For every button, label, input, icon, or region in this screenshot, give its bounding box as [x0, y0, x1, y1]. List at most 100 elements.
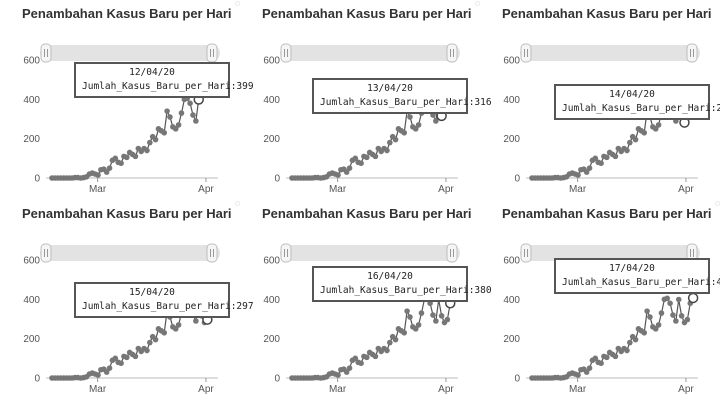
data-point — [392, 336, 399, 343]
corner-icon: ◌ — [234, 198, 240, 208]
data-point — [118, 160, 124, 167]
data-point — [624, 147, 630, 154]
tooltip-date: 12/04/20 — [129, 67, 175, 78]
data-point — [132, 153, 139, 160]
y-tick-label: 0 — [514, 174, 520, 185]
data-point — [586, 165, 593, 171]
data-point — [592, 355, 599, 362]
data-point — [644, 308, 650, 314]
range-slider[interactable] — [40, 245, 220, 261]
data-point — [412, 326, 419, 332]
data-point — [670, 312, 676, 318]
range-slider[interactable] — [280, 45, 460, 61]
data-point — [604, 154, 610, 161]
y-tick-label: 0 — [274, 174, 280, 185]
chart-svg[interactable]: 0 200 400 600 Mar Apr — [6, 0, 238, 195]
data-point — [164, 108, 170, 114]
data-point — [438, 313, 445, 319]
y-tick-label: 600 — [23, 256, 40, 267]
x-tick-label: Apr — [678, 184, 694, 195]
tooltip: 17/04/20 Jumlah_Kasus_Baru_per_Hari:407 — [554, 258, 720, 294]
y-tick-label: 0 — [34, 174, 40, 185]
y-tick-label: 600 — [263, 256, 280, 267]
slider-handle-left[interactable] — [520, 243, 532, 263]
data-point — [161, 329, 168, 336]
series-line — [292, 297, 451, 379]
data-point — [658, 310, 665, 316]
chart-svg[interactable]: 0 200 400 600 Mar Apr — [6, 200, 238, 395]
data-point — [678, 313, 685, 319]
corner-icon: ◌ — [714, 198, 720, 208]
y-tick-label: 200 — [263, 334, 280, 345]
y-tick-label: 200 — [263, 134, 280, 145]
slider-handle-right[interactable] — [446, 43, 458, 63]
data-point — [364, 154, 370, 161]
tooltip-date: 16/04/20 — [367, 271, 413, 282]
slider-handle-left[interactable] — [280, 243, 292, 263]
data-point — [586, 365, 593, 371]
data-point — [384, 147, 390, 154]
slider-handle-left[interactable] — [280, 43, 292, 63]
chart-panel-2: Penambahan Kasus Baru per Hari ◌ 0 200 400… — [246, 0, 492, 195]
data-point — [583, 369, 590, 375]
data-point — [343, 169, 350, 175]
slider-handle-right[interactable] — [206, 243, 218, 263]
chart-title: Penambahan Kasus Baru per Hari — [22, 6, 232, 21]
data-point — [444, 316, 451, 323]
range-slider[interactable] — [280, 245, 460, 261]
data-point — [627, 339, 633, 346]
data-point — [178, 110, 185, 116]
tooltip-value: Jumlah_Kasus_Baru_per_Hari:407 — [562, 277, 720, 288]
chart-panel-5: Penambahan Kasus Baru per Hari 0 200 400 60… — [246, 200, 492, 395]
tooltip-date: 15/04/20 — [129, 287, 175, 298]
data-point — [167, 114, 173, 120]
slider-handle-right[interactable] — [446, 243, 458, 263]
tooltip: 12/04/20 Jumlah_Kasus_Baru_per_Hari:399 — [74, 62, 254, 98]
slider-handle-left[interactable] — [40, 243, 52, 263]
data-point — [95, 172, 101, 178]
range-slider[interactable] — [40, 45, 220, 61]
chart-svg[interactable]: 0 200 400 600 Mar Apr — [246, 0, 478, 195]
chart-title: Penambahan Kasus Baru per Hari — [262, 6, 472, 21]
range-slider[interactable] — [520, 245, 700, 261]
series-line — [52, 97, 200, 179]
data-point — [124, 154, 130, 161]
x-tick-label: Apr — [198, 384, 214, 395]
slider-handle-left[interactable] — [40, 43, 52, 63]
x-tick-label: Apr — [198, 184, 214, 195]
y-tick-label: 200 — [23, 134, 40, 145]
data-point — [124, 354, 130, 361]
data-point — [575, 172, 581, 178]
slider-handle-right[interactable] — [206, 43, 218, 63]
y-tick-label: 600 — [503, 56, 520, 67]
data-point — [627, 139, 633, 146]
tooltip: 15/04/20 Jumlah_Kasus_Baru_per_Hari:297 — [74, 282, 254, 318]
data-point — [430, 312, 436, 318]
tooltip-date: 13/04/20 — [367, 83, 413, 94]
x-tick-label: Mar — [569, 384, 587, 395]
y-tick-label: 400 — [263, 295, 280, 306]
data-point — [404, 308, 410, 314]
data-point — [152, 136, 159, 143]
data-point — [335, 172, 341, 178]
chart-svg[interactable]: 0 200 400 600 Mar Apr — [486, 0, 718, 195]
slider-handle-left[interactable] — [520, 43, 532, 63]
slider-handle-right[interactable] — [686, 43, 698, 63]
data-point — [664, 295, 671, 302]
data-point — [415, 122, 422, 128]
x-tick-label: Apr — [678, 384, 694, 395]
data-point — [358, 360, 364, 367]
series-line — [532, 297, 694, 379]
data-point — [387, 139, 393, 146]
data-point — [598, 360, 604, 367]
data-point — [372, 153, 379, 160]
data-point — [118, 360, 124, 367]
data-point — [352, 355, 359, 362]
y-tick-label: 200 — [23, 334, 40, 345]
data-point — [352, 155, 359, 162]
data-point — [392, 136, 399, 143]
chart-svg[interactable]: 0 200 400 600 Mar Apr — [486, 200, 718, 395]
data-point — [592, 155, 599, 162]
data-point — [193, 118, 199, 124]
range-slider[interactable] — [520, 45, 700, 61]
